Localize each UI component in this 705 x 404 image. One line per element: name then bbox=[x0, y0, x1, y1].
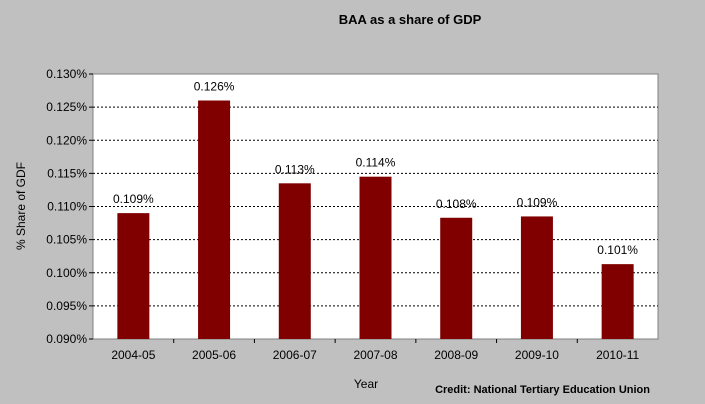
bar bbox=[520, 216, 553, 339]
x-tick-label: 2010-11 bbox=[596, 348, 639, 362]
x-tick-label: 2004-05 bbox=[111, 348, 155, 362]
x-tick-label: 2009-10 bbox=[515, 348, 559, 362]
data-labels-group: 0.109% 0.126% 0.113% 0.114% 0.108% 0.109% 0.10… bbox=[113, 80, 638, 258]
x-tick-label: 2007-08 bbox=[353, 348, 397, 362]
bar bbox=[117, 213, 150, 339]
bar-value-label: 0.109% bbox=[113, 192, 154, 206]
x-tick-label: 2005-06 bbox=[192, 348, 236, 362]
y-tick-label: 0.090% bbox=[46, 332, 87, 346]
y-tick-label: 0.120% bbox=[46, 133, 87, 147]
x-axis-label: Year bbox=[354, 377, 378, 391]
x-axis-ticks: 2004-05 2005-06 2006-07 2007-08 2008-09 2009-… bbox=[111, 339, 640, 362]
bar-value-label: 0.126% bbox=[194, 80, 235, 94]
bar bbox=[278, 183, 311, 339]
bar bbox=[601, 264, 634, 339]
bar-value-label: 0.101% bbox=[597, 243, 638, 257]
gridlines bbox=[89, 73, 658, 340]
bar-value-label: 0.113% bbox=[275, 162, 315, 176]
x-tick-label: 2006-07 bbox=[273, 348, 317, 362]
bar bbox=[440, 217, 473, 339]
x-tick-label: 2008-09 bbox=[434, 348, 478, 362]
bar-value-label: 0.108% bbox=[436, 197, 477, 211]
y-tick-label: 0.095% bbox=[46, 299, 87, 313]
y-tick-label: 0.130% bbox=[46, 67, 87, 81]
bar bbox=[198, 100, 231, 339]
y-tick-label: 0.105% bbox=[46, 233, 87, 247]
credit-text: Credit: National Tertiary Education Unio… bbox=[435, 384, 650, 396]
bar bbox=[359, 176, 392, 339]
y-tick-label: 0.100% bbox=[46, 266, 87, 280]
y-tick-label: 0.110% bbox=[47, 200, 87, 214]
chart-title: BAA as a share of GDP bbox=[339, 12, 482, 27]
y-axis-label: % Share of GDF bbox=[14, 162, 28, 250]
y-tick-label: 0.115% bbox=[47, 166, 87, 180]
y-tick-label: 0.125% bbox=[46, 100, 87, 114]
y-axis-ticks: 0.090% 0.095% 0.100% 0.105% 0.110% 0.115% 0.12… bbox=[46, 67, 87, 346]
bar-value-label: 0.109% bbox=[517, 195, 558, 209]
bar-value-label: 0.114% bbox=[356, 156, 396, 170]
bars-group bbox=[117, 100, 634, 339]
